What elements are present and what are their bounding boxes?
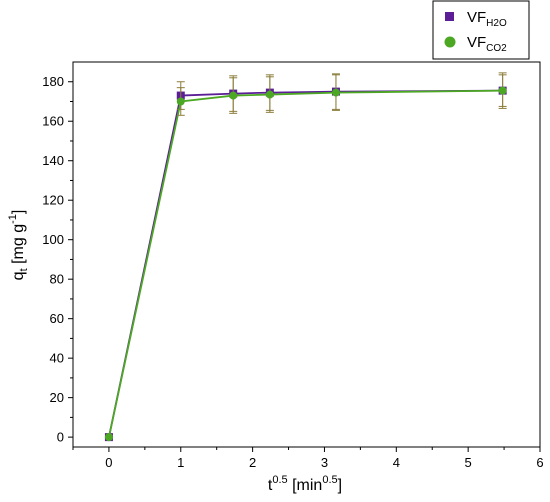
data-point-circle — [331, 88, 340, 97]
x-tick-label: 3 — [321, 455, 328, 470]
x-axis-ticks: 0 1 2 3 4 5 6 — [72, 447, 544, 470]
legend: VFH2O VFCO2 — [432, 0, 530, 60]
series-co2 — [104, 72, 507, 442]
plot-frame — [72, 61, 541, 448]
y-tick-label: 100 — [42, 232, 64, 247]
x-tick-label: 0 — [105, 455, 112, 470]
x-axis-title: t0.5 [min0.5] — [268, 474, 342, 494]
legend-item-h2o: VFH2O — [445, 9, 507, 29]
plot-area-border — [72, 61, 541, 448]
legend-item-co2: VFCO2 — [444, 34, 507, 54]
data-point-circle — [176, 97, 185, 106]
y-tick-label: 40 — [50, 351, 64, 366]
data-point-circle — [498, 86, 507, 95]
legend-label-h2o: VFH2O — [467, 9, 507, 29]
y-axis-ticks: 0 20 40 60 80 100 120 140 160 180 — [42, 74, 73, 445]
legend-box — [432, 0, 530, 60]
series-line — [108, 89, 503, 438]
x-tick-label: 4 — [393, 455, 400, 470]
y-tick-label: 160 — [42, 114, 64, 129]
series-line — [108, 89, 503, 438]
series-layer — [104, 72, 507, 442]
y-tick-label: 180 — [42, 74, 64, 89]
x-tick-label: 5 — [465, 455, 472, 470]
legend-marker-square — [445, 12, 454, 21]
y-tick-label: 0 — [57, 430, 64, 445]
x-tick-label: 1 — [177, 455, 184, 470]
legend-label-co2: VFCO2 — [467, 34, 507, 54]
x-tick-label: 2 — [249, 455, 256, 470]
y-tick-label: 140 — [42, 153, 64, 168]
data-point-circle — [229, 91, 238, 100]
y-tick-label: 80 — [50, 272, 64, 287]
y-tick-label: 20 — [50, 390, 64, 405]
data-point-circle — [265, 90, 274, 99]
series-h2o — [104, 73, 507, 442]
x-tick-label: 6 — [536, 455, 543, 470]
y-tick-label: 60 — [50, 311, 64, 326]
data-point-circle — [104, 433, 113, 442]
legend-marker-circle — [444, 36, 456, 48]
y-axis-title: qt [mg g-1] — [7, 210, 30, 281]
y-tick-label: 120 — [42, 193, 64, 208]
